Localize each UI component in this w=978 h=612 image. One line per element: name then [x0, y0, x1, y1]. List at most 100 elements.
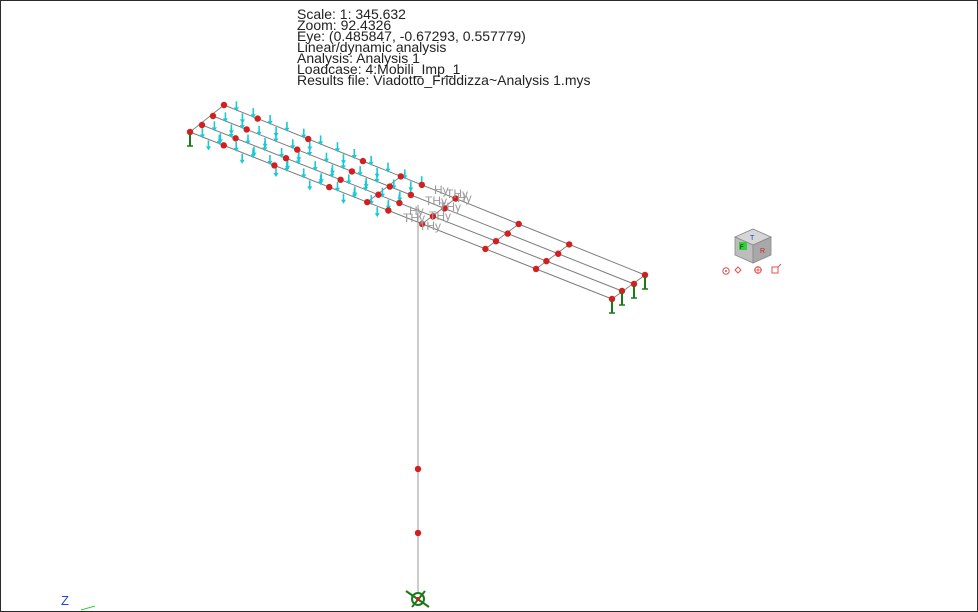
load-arrow-head — [273, 133, 279, 137]
model-node — [385, 207, 392, 214]
load-label: THy — [403, 211, 425, 225]
model-node — [504, 230, 511, 237]
load-arrow-head — [256, 131, 262, 136]
view-cube-top-label: T — [750, 235, 755, 242]
axis-z-label: Z — [61, 593, 69, 608]
view-cube-front-label: F — [740, 245, 744, 251]
model-node — [326, 183, 333, 191]
zoom-icon[interactable] — [771, 263, 782, 274]
model-node — [359, 157, 367, 165]
girder-line — [212, 115, 635, 285]
load-arrow-head — [312, 167, 318, 172]
load-arrow-head — [211, 127, 217, 132]
model-node — [414, 529, 422, 537]
results-file: Results file: Viadotto_Friddizza~Analysi… — [297, 72, 591, 88]
load-arrow-head — [284, 127, 290, 132]
model-node — [305, 135, 312, 143]
load-arrow-head — [245, 140, 251, 145]
load-arrow-head — [340, 160, 346, 165]
load-arrow-head — [279, 153, 285, 158]
load-arrow-head — [228, 133, 234, 138]
load-arrow-head — [374, 213, 380, 218]
load-label: THy — [439, 200, 461, 214]
load-arrow-head — [329, 173, 335, 178]
model-node — [618, 287, 626, 295]
girder-line — [189, 131, 613, 300]
model-node — [532, 265, 540, 273]
model-node — [630, 280, 638, 288]
scale-readout: Scale: 1: 345.632 — [297, 6, 406, 22]
model-node — [364, 198, 371, 206]
load-label: THy — [429, 209, 451, 223]
orbit-icon[interactable] — [754, 266, 762, 274]
load-arrow-head — [296, 157, 302, 162]
load-arrow-head — [385, 168, 391, 173]
supports — [187, 134, 648, 314]
model-node — [441, 205, 448, 212]
model-node — [232, 135, 239, 142]
model-node — [492, 238, 500, 245]
load-arrow-head — [251, 152, 257, 157]
model-node — [414, 465, 422, 473]
analysis-info-overlay: Scale: 1: 345.632 Zoom: 92.4326 Eye: (0.… — [297, 6, 591, 88]
load-arrow-head — [301, 134, 307, 139]
cross-beam — [611, 274, 646, 300]
load-arrow-head — [318, 141, 324, 146]
load-arrow-head — [323, 158, 329, 163]
load-arrow-head — [239, 125, 245, 130]
girder-line — [201, 124, 623, 292]
home-view-icon[interactable] — [722, 267, 730, 275]
load-arrow-head — [374, 173, 380, 178]
model-node — [407, 191, 415, 199]
load-arrow-head — [217, 139, 223, 144]
nodes — [186, 101, 649, 537]
load-arrow-head — [352, 192, 358, 197]
girder-line — [223, 104, 646, 276]
model-node — [294, 146, 301, 153]
load-arrow-head — [290, 145, 296, 150]
load-arrow-head — [346, 180, 352, 185]
model-node — [543, 257, 550, 265]
load-arrow-head — [233, 147, 239, 152]
model-node — [452, 195, 459, 202]
load-arrow-head — [250, 114, 256, 119]
model-node — [555, 250, 562, 257]
load-arrow-head — [334, 187, 340, 192]
model-node — [397, 173, 405, 180]
model-node — [348, 168, 356, 175]
model-node — [186, 128, 194, 136]
view-cube-controls[interactable] — [722, 263, 782, 275]
load-arrow-head — [397, 197, 403, 202]
model-node — [482, 245, 489, 253]
load-arrow-head — [374, 178, 380, 183]
pan-icon[interactable] — [734, 266, 742, 274]
cross-beam — [535, 244, 570, 270]
model-node — [375, 191, 382, 198]
load-arrow-head — [363, 184, 369, 189]
model-node — [566, 241, 573, 248]
model-node — [515, 220, 522, 228]
load-arrow-head — [307, 146, 313, 151]
deck-lines — [189, 104, 646, 593]
model-node — [243, 126, 250, 133]
cross-beam — [485, 223, 519, 250]
view-cube[interactable]: T F R — [734, 228, 772, 264]
analysis-type: Linear/dynamic analysis — [297, 39, 447, 55]
load-arrow-head — [205, 146, 211, 151]
model-node — [198, 121, 206, 129]
load-arrow-head — [233, 107, 239, 112]
load-arrow-head — [262, 147, 268, 152]
model-node — [271, 162, 278, 169]
load-arrow-head — [295, 160, 301, 165]
load-label: THy — [425, 194, 447, 208]
load-arrow-head — [357, 172, 363, 177]
model-node — [209, 112, 217, 120]
load-label: Hy — [457, 191, 472, 205]
load-arrow-head — [340, 199, 346, 204]
load-arrow-head — [329, 170, 335, 175]
pier-base-support — [405, 590, 430, 608]
load-arrow-head — [222, 118, 228, 123]
